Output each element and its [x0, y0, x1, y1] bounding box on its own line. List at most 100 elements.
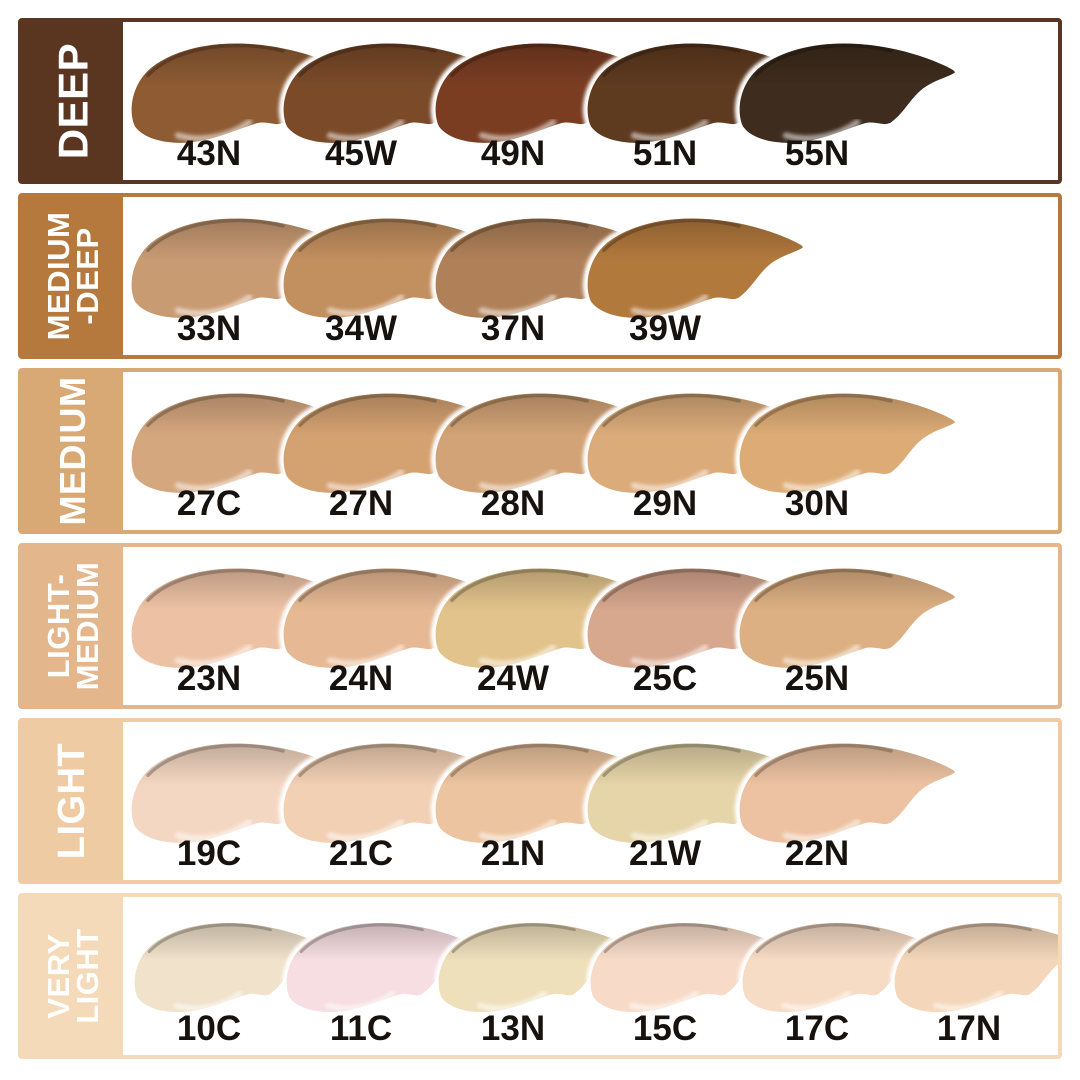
category-label-line: -DEEP [69, 227, 105, 325]
shade-code-label: 27N [328, 484, 394, 523]
shade-code-label: 17C [784, 1009, 850, 1048]
shade-code-label: 34W [325, 309, 397, 348]
swatch-area: 19C 21C 21N 21W 22N [123, 722, 1058, 880]
category-label-line: LIGHT- [40, 573, 76, 679]
shade-code-label: 21N [480, 834, 546, 873]
foundation-smear-image [735, 563, 960, 673]
shade-code-label: 21C [328, 834, 394, 873]
shade-swatch: 25C [583, 547, 808, 705]
category-label-line: LIGHT [69, 928, 105, 1024]
swatch-area: 43N 45W 49N 51N 55N [123, 22, 1058, 180]
category-band: MEDIUM [22, 372, 123, 530]
shade-swatch: 13N [434, 897, 636, 1055]
shade-code-label: 37N [480, 309, 546, 348]
category-label-line: VERY [40, 933, 76, 1019]
category-label-line: MEDIUM [69, 561, 105, 691]
shade-code-label: 24W [477, 659, 549, 698]
shade-code-label: 55N [784, 134, 850, 173]
category-band: VERY LIGHT [22, 897, 123, 1055]
shade-code-label: 22N [784, 834, 850, 873]
foundation-smear-image [431, 213, 656, 323]
foundation-smear-image [127, 563, 352, 673]
foundation-smear-image [279, 388, 504, 498]
foundation-smear-image [583, 738, 808, 848]
shade-swatch: 24N [279, 547, 504, 705]
category-band: LIGHT- MEDIUM [22, 547, 123, 705]
shade-row: LIGHT- MEDIUM 23N 24N 24W 25C 25N [18, 543, 1062, 709]
foundation-smear-image [735, 738, 960, 848]
shade-code-label: 27C [176, 484, 242, 523]
shade-swatch: 27C [127, 372, 352, 530]
foundation-smear-image [890, 918, 1058, 1017]
shade-row: VERY LIGHT 10C 11C 13N 15C 17C 17N [18, 893, 1062, 1059]
shade-code-label: 15C [632, 1009, 698, 1048]
shade-swatch: 39W [583, 197, 808, 355]
shade-swatch: 45W [279, 22, 504, 180]
foundation-smear-image [738, 918, 940, 1017]
shade-swatch: 23N [127, 547, 352, 705]
foundation-smear-image [279, 563, 504, 673]
shade-code-label: 17N [936, 1009, 1002, 1048]
category-label: VERY LIGHT [40, 928, 105, 1024]
category-band: LIGHT [22, 722, 123, 880]
foundation-smear-image [583, 388, 808, 498]
category-label: MEDIUM -DEEP [40, 211, 105, 341]
shade-code-label: 11C [329, 1009, 393, 1048]
swatch-area: 10C 11C 13N 15C 17C 17N [123, 897, 1058, 1055]
shade-code-label: 19C [176, 834, 242, 873]
category-label: MEDIUM [51, 376, 93, 526]
shade-swatch: 22N [735, 722, 960, 880]
swatch-area: 33N 34W 37N 39W [123, 197, 1058, 355]
foundation-smear-image [127, 38, 352, 148]
shade-code-label: 33N [176, 309, 242, 348]
shade-swatch: 55N [735, 22, 960, 180]
foundation-smear-image [735, 388, 960, 498]
shade-code-label: 10C [176, 1009, 242, 1048]
category-label-line: MEDIUM [51, 376, 93, 526]
shade-row: DEEP 43N 45W 49N 51N 55N [18, 18, 1062, 184]
foundation-smear-image [735, 38, 960, 148]
shade-swatch: 29N [583, 372, 808, 530]
shade-swatch: 15C [586, 897, 788, 1055]
shade-swatch: 43N [127, 22, 352, 180]
shade-row: MEDIUM 27C 27N 28N 29N 30N [18, 368, 1062, 534]
foundation-smear-image [431, 388, 656, 498]
shade-code-label: 25N [784, 659, 850, 698]
shade-code-label: 51N [632, 134, 698, 173]
shade-swatch: 27N [279, 372, 504, 530]
category-label: DEEP [48, 42, 96, 160]
category-band: MEDIUM -DEEP [22, 197, 123, 355]
foundation-smear-image [431, 38, 656, 148]
shade-swatch: 10C [130, 897, 332, 1055]
foundation-smear-image [130, 918, 332, 1017]
shade-code-label: 21W [629, 834, 701, 873]
foundation-smear-image [279, 213, 504, 323]
foundation-smear-image [279, 38, 504, 148]
shade-code-label: 49N [480, 134, 546, 173]
shade-swatch: 30N [735, 372, 960, 530]
shade-row: LIGHT 19C 21C 21N 21W 22N [18, 718, 1062, 884]
foundation-smear-image [431, 563, 656, 673]
shade-swatch: 34W [279, 197, 504, 355]
foundation-smear-image [583, 213, 808, 323]
shade-code-label: 28N [480, 484, 546, 523]
shade-swatch: 33N [127, 197, 352, 355]
foundation-smear-image [279, 738, 504, 848]
shade-swatch: 19C [127, 722, 352, 880]
shade-swatch: 21N [431, 722, 656, 880]
category-label: LIGHT [51, 743, 93, 859]
shade-swatch: 21W [583, 722, 808, 880]
foundation-smear-image [431, 738, 656, 848]
shade-swatch: 51N [583, 22, 808, 180]
shade-swatch: 28N [431, 372, 656, 530]
shade-swatch: 25N [735, 547, 960, 705]
shade-row: MEDIUM -DEEP 33N 34W 37N 39W [18, 193, 1062, 359]
shade-swatch: 24W [431, 547, 656, 705]
shade-code-label: 23N [176, 659, 242, 698]
shade-code-label: 24N [328, 659, 394, 698]
category-label-line: MEDIUM [40, 211, 76, 341]
category-label-line: DEEP [48, 42, 96, 160]
foundation-smear-image [583, 563, 808, 673]
shade-swatch: 21C [279, 722, 504, 880]
